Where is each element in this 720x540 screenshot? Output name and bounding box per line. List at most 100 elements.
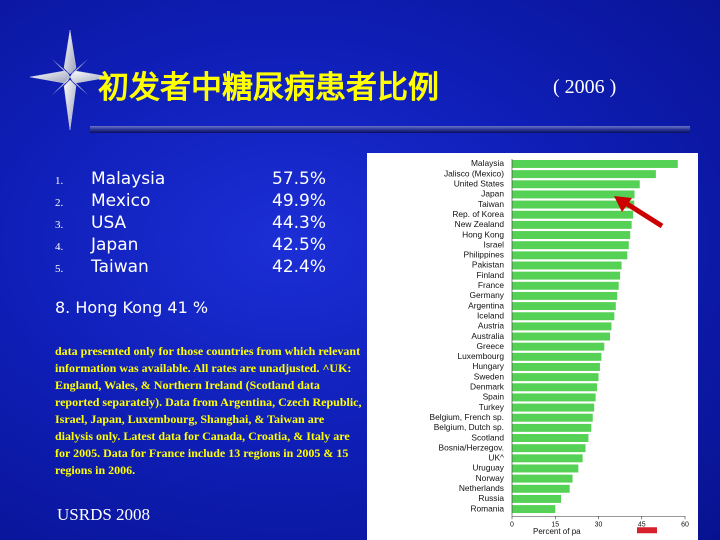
bar — [512, 322, 612, 331]
ranking-country: Mexico — [91, 191, 151, 211]
ranking-country: USA — [91, 213, 127, 233]
bar — [512, 271, 621, 280]
category-label: Hungary — [472, 361, 504, 371]
bar — [512, 342, 605, 351]
x-tick-label: 0 — [510, 521, 514, 528]
category-label: Sweden — [474, 371, 505, 381]
bar — [512, 200, 635, 209]
ranking-value: 42.4% — [272, 257, 327, 277]
category-label: Malaysia — [471, 158, 504, 168]
ranking-item: 4. Japan — [55, 234, 165, 256]
category-label: New Zealand — [455, 219, 505, 229]
bar — [512, 423, 592, 432]
footnote: data presented only for those countries … — [55, 344, 362, 477]
ranking-item: 2. Mexico — [55, 190, 165, 212]
bar — [512, 484, 570, 493]
category-label: Finland — [477, 270, 505, 280]
x-axis-label: Percent of pa — [533, 527, 581, 536]
category-label: Argentina — [468, 300, 504, 310]
ranking-number: 5. — [55, 263, 64, 275]
category-label: Bosnia/Herzegov. — [439, 442, 504, 452]
ranking-item: 1. Malaysia — [55, 168, 165, 190]
category-label: Rep. of Korea — [452, 209, 504, 219]
bar — [512, 261, 622, 270]
red-arrow-icon — [614, 196, 664, 229]
bar — [512, 160, 678, 168]
x-tick-label: 15 — [551, 521, 559, 528]
bar — [512, 373, 599, 382]
category-label: Turkey — [479, 402, 505, 412]
category-label: Greece — [477, 341, 505, 351]
bar — [512, 281, 619, 290]
category-label: Russia — [478, 493, 504, 503]
bar — [512, 454, 583, 463]
bar — [512, 251, 628, 260]
bar — [512, 352, 602, 361]
category-label: Norway — [476, 473, 505, 483]
bar — [512, 312, 615, 321]
ranking-number: 3. — [55, 219, 64, 231]
ranking-country: Japan — [91, 235, 139, 255]
bar — [512, 220, 632, 229]
category-label: Philippines — [463, 250, 504, 260]
category-label: Israel — [484, 239, 505, 249]
category-label: Belgium, Dutch sp. — [434, 422, 504, 432]
bar — [512, 291, 618, 300]
ranking-number: 4. — [55, 241, 64, 253]
ranking-country: Malaysia — [91, 169, 166, 189]
ranking-item: 3. USA — [55, 212, 165, 234]
category-label: Belgium, French sp. — [430, 412, 504, 422]
category-label: France — [478, 280, 504, 290]
category-label: Germany — [470, 290, 505, 300]
slide-year: ( 2006 ) — [553, 76, 617, 98]
bar — [512, 494, 562, 503]
ranking-country: Taiwan — [91, 257, 149, 277]
hong-kong-rank: 8. Hong Kong 41 % — [55, 298, 209, 317]
title-divider — [90, 126, 690, 133]
bar — [512, 464, 579, 473]
ranking-value: 57.5% — [272, 169, 327, 189]
bar — [512, 180, 640, 189]
category-label: Luxembourg — [457, 351, 504, 361]
category-label: Netherlands — [459, 483, 504, 493]
category-label: Jalisco (Mexico) — [444, 168, 504, 178]
x-tick-label: 45 — [638, 521, 646, 528]
bar — [512, 383, 598, 392]
category-label: Australia — [471, 331, 504, 341]
bar — [512, 231, 631, 239]
ranking-value: 44.3% — [272, 213, 327, 233]
bar — [512, 434, 589, 442]
category-label: Denmark — [470, 382, 505, 392]
category-label: Romania — [470, 503, 504, 513]
bar — [512, 393, 596, 402]
ranking-item: 5. Taiwan — [55, 256, 165, 278]
category-label: Austria — [478, 321, 504, 331]
category-label: Hong Kong — [462, 229, 504, 239]
ranking-values: 57.5% 49.9% 44.3% 42.5% 42.4% — [272, 168, 326, 278]
bar — [512, 413, 593, 422]
x-tick-label: 30 — [595, 521, 603, 528]
bar — [512, 170, 656, 179]
ranking-list: 1. Malaysia 2. Mexico 3. USA 4. Japan 5. Taiw… — [55, 168, 165, 278]
category-label: Taiwan — [478, 199, 504, 209]
ranking-number: 1. — [55, 175, 64, 187]
bar — [512, 332, 611, 341]
ranking-value: 42.5% — [272, 235, 327, 255]
bar — [512, 505, 556, 514]
bar — [512, 190, 635, 199]
x-tick-label: 60 — [681, 521, 689, 528]
category-label: Spain — [483, 392, 505, 402]
bar — [512, 241, 629, 250]
category-label: United States — [454, 179, 504, 189]
highlight-marker — [637, 527, 657, 534]
category-label: Pakistan — [472, 260, 504, 270]
bar-chart: Malaysia Jalisco (Mexico) United States Jap… — [367, 153, 698, 540]
bar — [512, 444, 586, 453]
ranking-number: 2. — [55, 197, 64, 209]
category-label: Japan — [481, 189, 504, 199]
bar — [512, 210, 634, 219]
ranking-value: 49.9% — [272, 191, 327, 211]
bar — [512, 363, 600, 371]
bar — [512, 302, 616, 311]
